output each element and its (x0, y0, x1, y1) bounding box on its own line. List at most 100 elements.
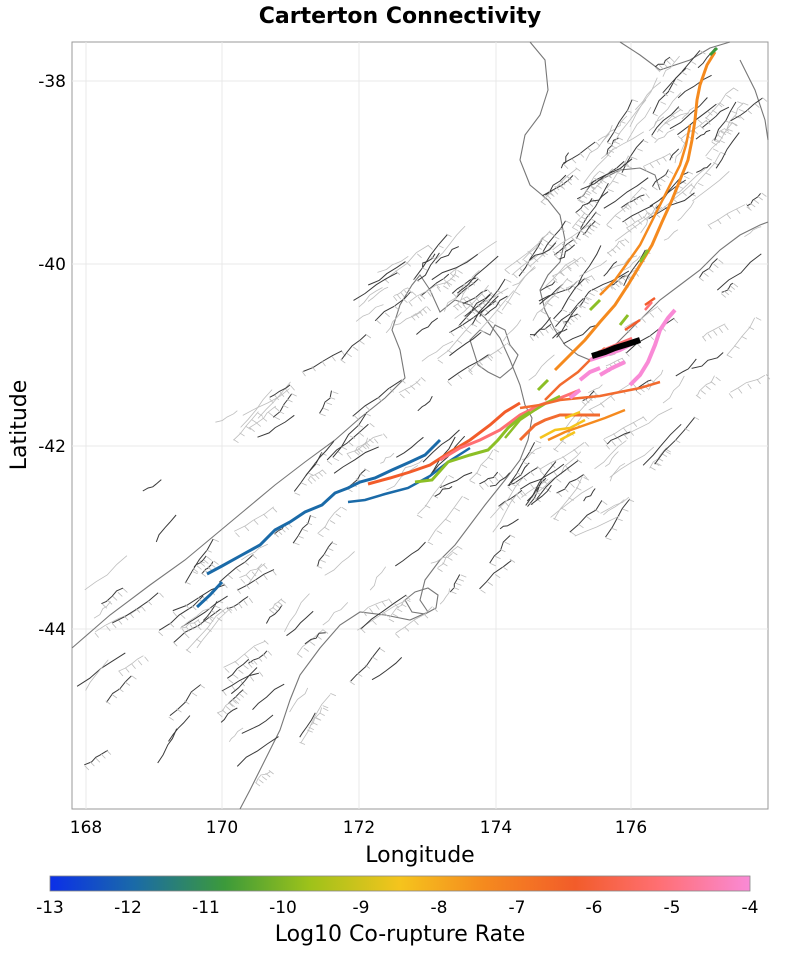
fault-dip-box (457, 293, 495, 330)
x-tick-label: 168 (70, 818, 102, 838)
fault-dip-box (539, 441, 590, 476)
fault-trace (671, 168, 706, 198)
fault-trace (605, 357, 623, 367)
x-tick-label: 176 (615, 818, 647, 838)
fault-trace (609, 446, 655, 478)
fault-trace (216, 699, 234, 714)
fault-dip-box (293, 515, 317, 546)
fault-trace (417, 252, 440, 282)
fault-trace (268, 598, 283, 611)
fault-dip-box (557, 474, 588, 497)
fault-trace (651, 169, 669, 187)
fault-dip-box (577, 180, 600, 204)
fault-trace (532, 295, 554, 321)
rupture-wellington-c (547, 408, 626, 442)
fault-dip-box (662, 50, 706, 97)
fault-trace (396, 436, 424, 458)
fault-dip-box (706, 122, 738, 161)
fault-trace (460, 270, 480, 301)
fault-trace (422, 429, 460, 463)
fault-trace (221, 672, 260, 692)
fault-dip-box (680, 120, 711, 145)
fault-trace (489, 534, 511, 564)
fault-trace (182, 619, 200, 629)
fault-dip-box (299, 693, 337, 745)
fault-trace (435, 246, 459, 264)
fault-trace (233, 506, 274, 532)
fault-trace (413, 234, 448, 281)
fault-dip-box (437, 319, 482, 364)
fault-trace (715, 132, 740, 169)
fault-dip-box (542, 220, 572, 256)
fault-dip-box (236, 570, 277, 594)
fault-dip-box (479, 291, 521, 333)
fault-trace (352, 379, 402, 417)
fault-dip-box (308, 707, 329, 731)
fault-dip-box (168, 684, 206, 721)
fault-dip-box (362, 598, 393, 617)
rupture-carterton-source (591, 337, 641, 359)
fault-trace (269, 384, 291, 398)
fault-dip-box (583, 221, 601, 238)
fault-trace (184, 538, 214, 584)
fault-dip-box (552, 257, 587, 281)
colorbar-tick: -9 (353, 898, 370, 918)
fault-trace (490, 476, 525, 519)
fault-trace (85, 659, 109, 691)
fault-trace (663, 112, 689, 125)
fault-dip-box (579, 170, 605, 203)
fault-trace (363, 599, 389, 612)
fault-trace (705, 87, 734, 119)
fault-trace (569, 500, 603, 533)
fault-trace (434, 485, 453, 497)
fault-trace (417, 475, 448, 515)
fault-trace (158, 595, 204, 631)
fault-dip-box (553, 477, 590, 522)
fault-trace (186, 606, 229, 651)
bay-coast (599, 167, 661, 191)
fault-trace (532, 475, 558, 498)
fault-trace (621, 139, 645, 173)
fault-trace (508, 442, 536, 486)
fault-trace (623, 255, 641, 271)
fault-trace (422, 253, 436, 269)
fault-dip-box (249, 406, 280, 433)
fault-trace (622, 205, 654, 223)
fault-trace (484, 295, 508, 317)
fault-trace (360, 594, 407, 630)
fault-dip-box (726, 317, 762, 359)
fault-trace (284, 593, 310, 632)
fault-trace (94, 606, 142, 633)
y-tick-label: -38 (38, 72, 66, 92)
fault-trace (654, 128, 675, 144)
fault-trace (594, 440, 627, 470)
fault-trace (380, 452, 395, 464)
fault-trace (443, 282, 466, 312)
fault-trace (233, 411, 259, 441)
fault-trace (744, 226, 762, 238)
fault-dip-box (297, 629, 329, 658)
fault-trace (241, 714, 274, 734)
colorbar: -13 -12 -11 -10 -9 -8 -7 -6 -5 -4 Log10 … (36, 875, 758, 947)
fault-trace (603, 261, 618, 277)
fault-trace (642, 423, 682, 466)
fault-dip-box (84, 750, 112, 771)
fault-dip-box (294, 452, 327, 496)
fault-trace (421, 340, 454, 362)
fault-dip-box (655, 57, 675, 73)
fault-dip-box (701, 324, 729, 342)
x-tick-label: 170 (206, 818, 238, 838)
fault-trace (324, 551, 355, 576)
fault-dip-box (690, 151, 727, 197)
fault-dip-box (349, 648, 386, 686)
colorbar-tick: -12 (114, 898, 142, 918)
fault-trace (469, 449, 494, 481)
fault-trace (656, 109, 682, 133)
fault-trace (257, 414, 295, 438)
fault-dip-box (353, 378, 406, 420)
fault-trace (730, 374, 766, 393)
fault-dip-box (704, 87, 739, 122)
rupture-nifs-1 (553, 51, 717, 372)
fault-dip-box (227, 597, 254, 614)
rupture-nifs-minor (624, 296, 656, 332)
